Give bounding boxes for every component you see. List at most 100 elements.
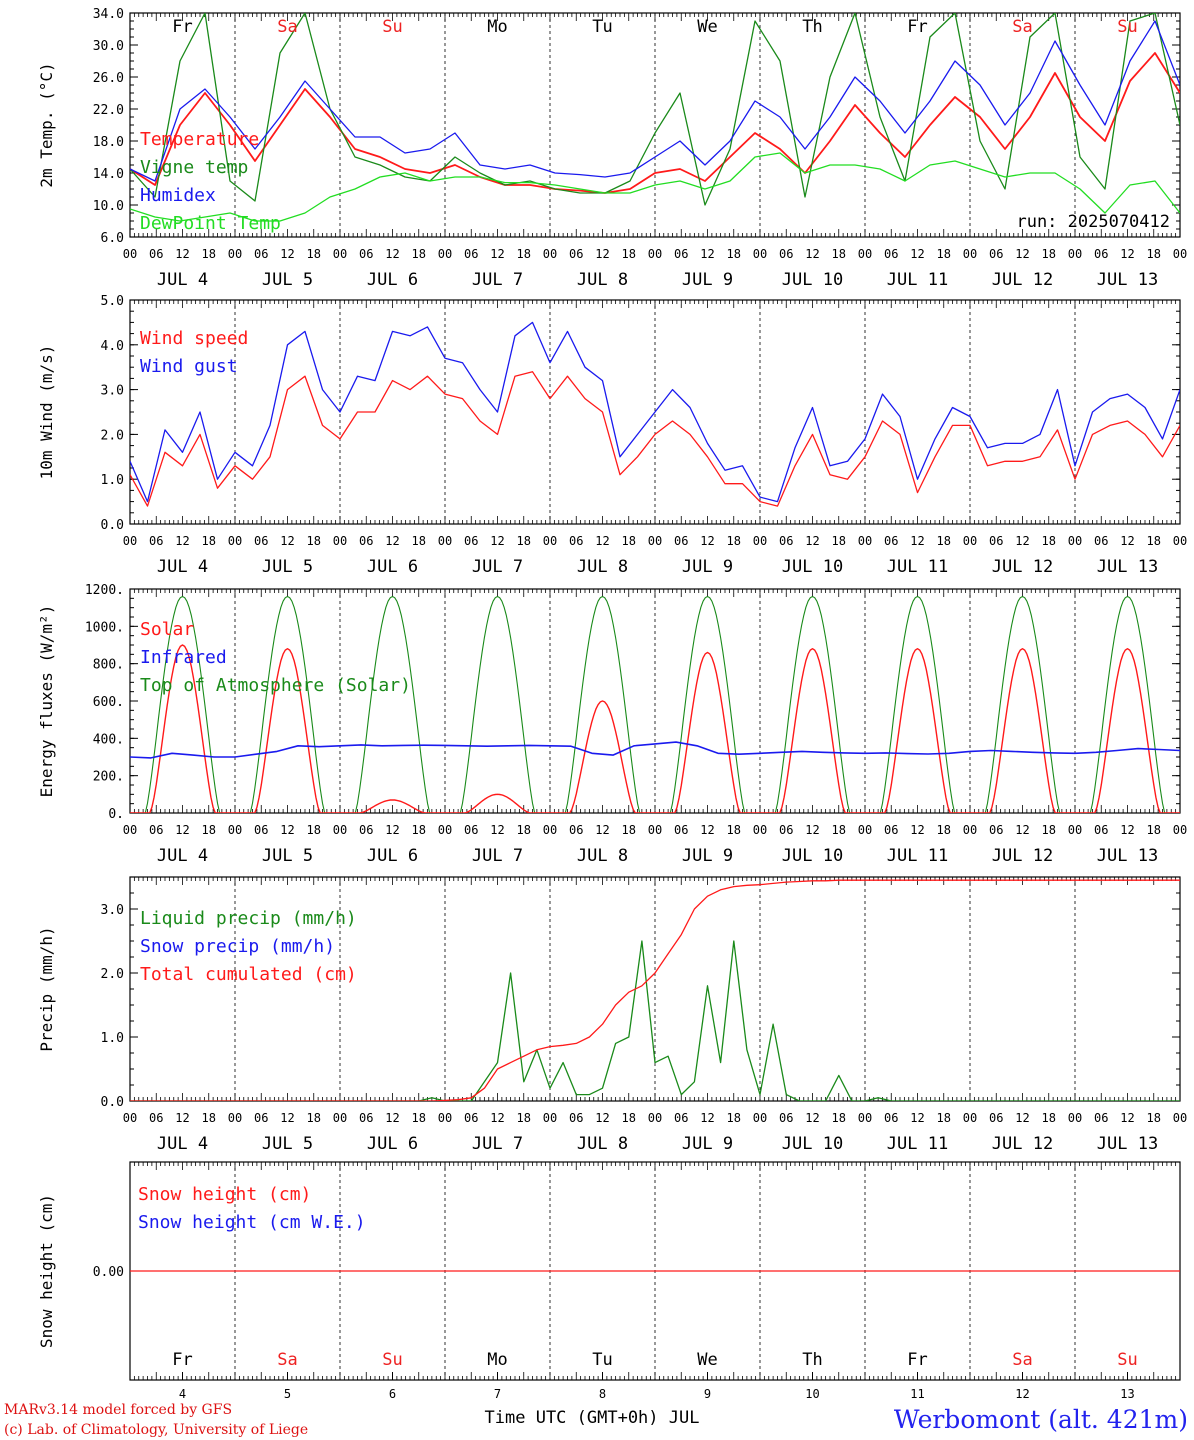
hour-label: 12 [490, 534, 504, 548]
series-total-cumulated-cm [130, 879, 1180, 1101]
hour-label: 18 [727, 823, 741, 837]
date-label: JUL 6 [367, 270, 418, 290]
hour-label: 00 [543, 1111, 557, 1125]
date-label: JUL 11 [887, 557, 948, 577]
hour-label: 18 [937, 1111, 951, 1125]
legend-entry: Wind speed [140, 328, 248, 349]
hour-label: 06 [359, 534, 373, 548]
hour-label: 18 [937, 247, 951, 261]
day-name-bottom: Su [382, 1350, 402, 1370]
legend-entry: Liquid precip (mm/h) [140, 908, 357, 929]
y-tick-label: 5.0 [101, 294, 124, 309]
hour-label: 12 [490, 823, 504, 837]
hour-label: 12 [1015, 1111, 1029, 1125]
hour-label: 18 [517, 247, 531, 261]
date-label: JUL 10 [782, 557, 843, 577]
hour-label: 06 [569, 534, 583, 548]
plot-area [130, 879, 1180, 1101]
hour-label: 12 [1015, 823, 1029, 837]
date-label: JUL 5 [262, 1134, 313, 1154]
bottom-date: 6 [389, 1387, 396, 1401]
hour-label: 18 [1042, 247, 1056, 261]
y-tick-label: 30.0 [93, 39, 124, 54]
hour-label: 06 [149, 1111, 163, 1125]
hour-label: 06 [884, 247, 898, 261]
y-tick-label: 400. [93, 732, 124, 747]
hour-label: 06 [254, 823, 268, 837]
hour-label: 06 [464, 823, 478, 837]
hour-label: 00 [753, 823, 767, 837]
hour-label: 00 [438, 247, 452, 261]
date-label: JUL 13 [1097, 1134, 1158, 1154]
hour-label: 06 [1094, 247, 1108, 261]
hour-label: 12 [700, 823, 714, 837]
bottom-date: 12 [1015, 1387, 1029, 1401]
date-label: JUL 5 [262, 846, 313, 866]
hour-label: 12 [385, 247, 399, 261]
hour-label: 18 [202, 823, 216, 837]
y-tick-label: 2.0 [101, 428, 124, 443]
hour-label: 18 [727, 534, 741, 548]
y-tick-label: 1000. [85, 620, 124, 635]
hour-label: 00 [963, 1111, 977, 1125]
y-tick-label: 1200. [85, 583, 124, 598]
date-label: JUL 13 [1097, 846, 1158, 866]
hour-label: 00 [753, 1111, 767, 1125]
date-label: JUL 10 [782, 846, 843, 866]
y-tick-label: 800. [93, 658, 124, 673]
hour-label: 18 [937, 823, 951, 837]
date-label: JUL 7 [472, 846, 523, 866]
day-name-top: Su [1117, 17, 1137, 37]
y-tick-label: 0. [108, 807, 124, 822]
y-tick-label: 4.0 [101, 339, 124, 354]
y-axis-label: Energy fluxes (W/m²) [37, 605, 56, 798]
date-label: JUL 6 [367, 846, 418, 866]
date-label: JUL 7 [472, 1134, 523, 1154]
footer-model: MARv3.14 model forced by GFS [4, 1402, 232, 1418]
series-solar [130, 644, 1180, 813]
hour-label: 00 [228, 1111, 242, 1125]
plot-area [130, 13, 1180, 222]
date-label: JUL 9 [682, 1134, 733, 1154]
hour-label: 06 [254, 534, 268, 548]
series-vigne-temp [130, 13, 1180, 206]
hour-label: 00 [543, 247, 557, 261]
hour-label: 00 [753, 247, 767, 261]
hour-label: 18 [202, 247, 216, 261]
hour-label: 06 [569, 823, 583, 837]
hour-label: 18 [1042, 1111, 1056, 1125]
hour-label: 06 [569, 247, 583, 261]
bottom-date: 5 [284, 1387, 291, 1401]
hour-label: 00 [123, 823, 137, 837]
hour-label: 06 [464, 534, 478, 548]
hour-label: 18 [307, 1111, 321, 1125]
hour-label: 06 [464, 1111, 478, 1125]
y-tick-label: 0.00 [93, 1265, 124, 1280]
hour-label: 00 [333, 534, 347, 548]
date-label: JUL 12 [992, 270, 1053, 290]
hour-label: 12 [910, 247, 924, 261]
date-label: JUL 11 [887, 270, 948, 290]
y-axis-label: 10m Wind (m/s) [37, 345, 56, 480]
plot-area [130, 595, 1180, 813]
hour-label: 06 [989, 1111, 1003, 1125]
day-name-bottom: Sa [277, 1350, 297, 1370]
date-label: JUL 5 [262, 557, 313, 577]
date-label: JUL 8 [577, 557, 628, 577]
hour-label: 06 [464, 247, 478, 261]
series-wind-gust [130, 321, 1180, 503]
hour-label: 00 [963, 534, 977, 548]
hour-label: 18 [622, 247, 636, 261]
y-tick-label: 22.0 [93, 103, 124, 118]
series-dewpoint-temp [130, 152, 1180, 222]
day-name-top: Tu [592, 17, 612, 37]
day-name-bottom: Tu [592, 1350, 612, 1370]
hour-label: 06 [569, 1111, 583, 1125]
hour-label: 12 [700, 534, 714, 548]
hour-label: 06 [1094, 1111, 1108, 1125]
date-label: JUL 6 [367, 557, 418, 577]
hour-label: 18 [412, 534, 426, 548]
hour-label: 00 [858, 534, 872, 548]
hour-label: 00 [123, 534, 137, 548]
hour-label: 00 [438, 823, 452, 837]
